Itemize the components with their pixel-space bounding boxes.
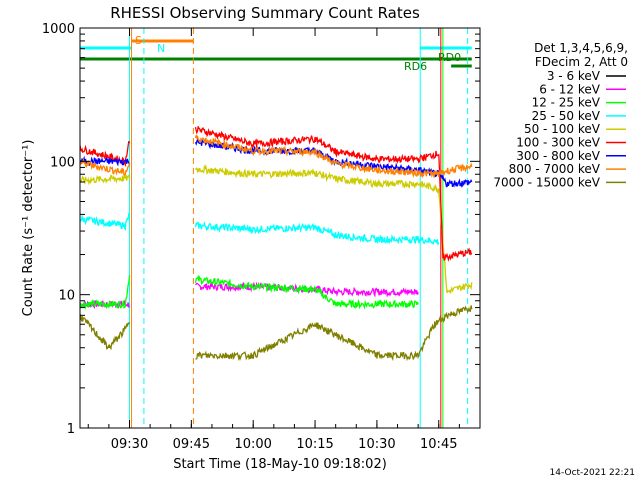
legend-label: 25 - 50 keV xyxy=(532,109,601,123)
legend-label: 100 - 300 keV xyxy=(516,136,600,150)
series-line-12-25-kev-1 xyxy=(194,274,419,310)
y-axis-label: Count Rate (s⁻¹ detector⁻¹) xyxy=(21,140,36,317)
legend-label: 7000 - 15000 keV xyxy=(493,175,600,189)
legend-label: 50 - 100 keV xyxy=(524,122,601,136)
legend-header-line-2: FDecim 2, Att 0 xyxy=(535,55,628,69)
legend-header-line-1: Det 1,3,4,5,6,9, xyxy=(534,41,628,55)
series-line-25-50-kev-1 xyxy=(194,220,440,247)
x-tick-label: 09:30 xyxy=(111,437,148,452)
generation-timestamp: 14-Oct-2021 22:21 xyxy=(550,468,635,478)
legend-label: 300 - 800 keV xyxy=(516,149,600,163)
flag-label-n: N xyxy=(157,42,165,55)
series-line-25-50-kev-0 xyxy=(79,212,131,231)
series-line-7000-15000-kev-1 xyxy=(195,305,473,362)
y-tick-label: 1 xyxy=(67,422,75,437)
vertical-markers xyxy=(128,28,469,428)
flag-label-rd6: RD6 xyxy=(404,60,427,73)
series-line-12-25-kev-0 xyxy=(79,275,131,310)
plot-frame xyxy=(79,27,481,429)
flag-label-s: S xyxy=(135,34,142,47)
x-tick-label: 10:15 xyxy=(296,437,333,452)
y-axis-ticks: 1 10 100 1000 xyxy=(42,22,480,437)
series-lines xyxy=(79,126,473,362)
series-line-100-300-kev-1 xyxy=(194,126,473,262)
x-tick-label: 10:30 xyxy=(358,437,395,452)
series-line-50-100-kev-1 xyxy=(194,164,473,294)
x-tick-label: 09:45 xyxy=(173,437,210,452)
y-tick-label: 1000 xyxy=(42,22,75,37)
legend-label: 800 - 7000 keV xyxy=(509,162,601,176)
series-line-800-7000-kev-1 xyxy=(194,135,473,179)
chart-title: RHESSI Observing Summary Count Rates xyxy=(110,4,420,22)
legend-label: 3 - 6 keV xyxy=(547,69,601,83)
series-line-800-7000-kev-0 xyxy=(79,157,131,176)
legend-label: 12 - 25 keV xyxy=(532,96,601,110)
y-tick-label: 10 xyxy=(58,289,75,304)
x-tick-label: 10:00 xyxy=(234,437,271,452)
x-axis-label: Start Time (18-May-10 09:18:02) xyxy=(173,457,387,472)
y-tick-label: 100 xyxy=(50,155,75,170)
flag-label-rd0: RD0 xyxy=(438,51,461,64)
legend-label: 6 - 12 keV xyxy=(539,82,601,96)
x-axis-ticks: 09:30 09:45 10:00 10:15 10:30 10:45 xyxy=(87,28,460,452)
series-line-7000-15000-kev-0 xyxy=(79,313,131,351)
x-tick-label: 10:45 xyxy=(420,437,457,452)
series-line-50-100-kev-0 xyxy=(79,174,131,186)
flag-bars xyxy=(80,39,472,68)
